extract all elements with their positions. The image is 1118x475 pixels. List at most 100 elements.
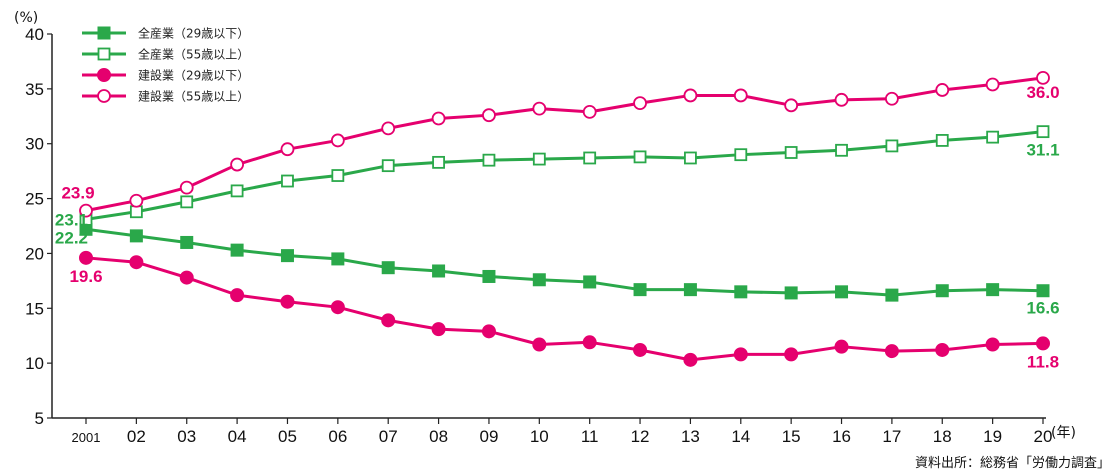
- data-point: [381, 313, 396, 328]
- legend-label: 全産業（29歳以下）: [138, 26, 249, 41]
- data-label: 22.2: [55, 228, 88, 247]
- data-point: [734, 148, 748, 162]
- data-point: [633, 150, 647, 164]
- data-label: 11.8: [1027, 352, 1059, 371]
- data-point: [230, 157, 245, 172]
- data-labels: 23.9 23.122.2 19.6 36.0 31.1 16.6 11.8: [55, 83, 1060, 372]
- x-tick-label: 17: [882, 427, 901, 446]
- legend-item: 建設業（29歳以下）: [82, 68, 249, 83]
- legend-item: 建設業（55歳以上）: [82, 89, 249, 104]
- data-point: [230, 184, 244, 198]
- data-point: [129, 255, 144, 270]
- data-label: 19.6: [69, 267, 102, 286]
- legend-marker: [97, 47, 111, 61]
- data-point: [835, 285, 849, 299]
- x-axis-unit: (年): [1051, 425, 1076, 441]
- data-point: [381, 121, 396, 136]
- data-point: [179, 180, 194, 195]
- data-point: [280, 294, 295, 309]
- data-point: [835, 143, 848, 157]
- data-point: [281, 174, 294, 188]
- data-point: [381, 261, 395, 275]
- data-point: [431, 322, 446, 337]
- data-point: [986, 130, 1000, 144]
- data-label: 36.0: [1026, 83, 1059, 102]
- data-point: [180, 195, 194, 209]
- data-point: [935, 134, 949, 147]
- data-point: [834, 339, 849, 354]
- data-point: [432, 155, 445, 169]
- data-point: [885, 288, 899, 302]
- data-point: [532, 101, 547, 116]
- data-point: [582, 335, 597, 350]
- data-point: [331, 169, 345, 182]
- legend: 全産業（29歳以下） 全産業（55歳以上） 建設業（29歳以下） 建設業（55歳以上）: [82, 26, 249, 104]
- y-tick-label: 35: [25, 80, 44, 99]
- data-point: [582, 104, 597, 119]
- legend-marker: [97, 89, 111, 103]
- data-point: [633, 96, 647, 111]
- x-tick-label: 18: [933, 427, 952, 446]
- data-point: [129, 205, 143, 219]
- x-tick-label: 08: [429, 427, 448, 446]
- data-point: [884, 344, 899, 359]
- y-tick-label: 30: [25, 135, 44, 154]
- data-point: [683, 88, 698, 103]
- y-tick-label: 10: [25, 354, 44, 373]
- x-tick-label: 05: [278, 427, 297, 446]
- data-point: [230, 288, 245, 303]
- legend-marker: [97, 68, 111, 82]
- x-tick-label: 12: [631, 427, 650, 446]
- x-tick-label: 10: [530, 427, 549, 446]
- legend-item: 全産業（55歳以上）: [82, 47, 249, 62]
- x-tick-label: 02: [127, 427, 146, 446]
- data-point: [431, 111, 446, 126]
- y-tick-label: 5: [35, 409, 44, 428]
- series-line: [85, 227, 1044, 297]
- data-point: [129, 193, 144, 208]
- data-point: [683, 283, 697, 297]
- data-point: [684, 151, 697, 165]
- series-4: [79, 70, 1050, 218]
- legend-item: 全産業（29歳以下）: [82, 26, 249, 41]
- data-point: [179, 270, 194, 285]
- data-label: 23.1: [55, 210, 88, 229]
- series-layer: [79, 70, 1050, 367]
- data-point: [180, 235, 194, 249]
- legend-label: 全産業（55歳以上）: [138, 47, 249, 62]
- data-point: [482, 108, 496, 123]
- data-point: [482, 153, 496, 167]
- data-point: [331, 252, 345, 266]
- data-point: [884, 91, 899, 106]
- data-point: [280, 142, 295, 157]
- data-point: [432, 264, 446, 278]
- data-point: [1036, 125, 1050, 139]
- y-axis-unit: (%): [14, 10, 38, 26]
- data-point: [481, 324, 496, 339]
- y-tick-label: 20: [25, 244, 44, 263]
- x-tick-label: 14: [731, 427, 750, 446]
- legend-label: 建設業（29歳以下）: [138, 68, 249, 83]
- data-point: [330, 300, 345, 315]
- data-point: [885, 139, 899, 153]
- data-point: [985, 77, 1000, 92]
- series-3: [79, 250, 1050, 367]
- series-line: [85, 256, 1044, 362]
- data-point: [784, 98, 799, 113]
- data-point: [734, 285, 748, 299]
- data-point: [583, 275, 597, 289]
- series-line: [85, 130, 1044, 221]
- source-note: 資料出所：総務省「労働力調査」: [915, 456, 1110, 471]
- x-tick-label: 07: [379, 427, 398, 446]
- axes: 5 10 15 20 25 30 35 40 2001 02 03 04 05 06 07 08 09 10 11 1…: [25, 25, 1052, 446]
- data-label: 31.1: [1026, 141, 1059, 160]
- data-point: [79, 203, 93, 218]
- data-point: [935, 342, 950, 357]
- data-point: [784, 347, 799, 362]
- x-tick-label: 20: [1034, 427, 1053, 446]
- data-point: [129, 229, 143, 243]
- data-point: [532, 273, 546, 287]
- data-point: [633, 283, 647, 297]
